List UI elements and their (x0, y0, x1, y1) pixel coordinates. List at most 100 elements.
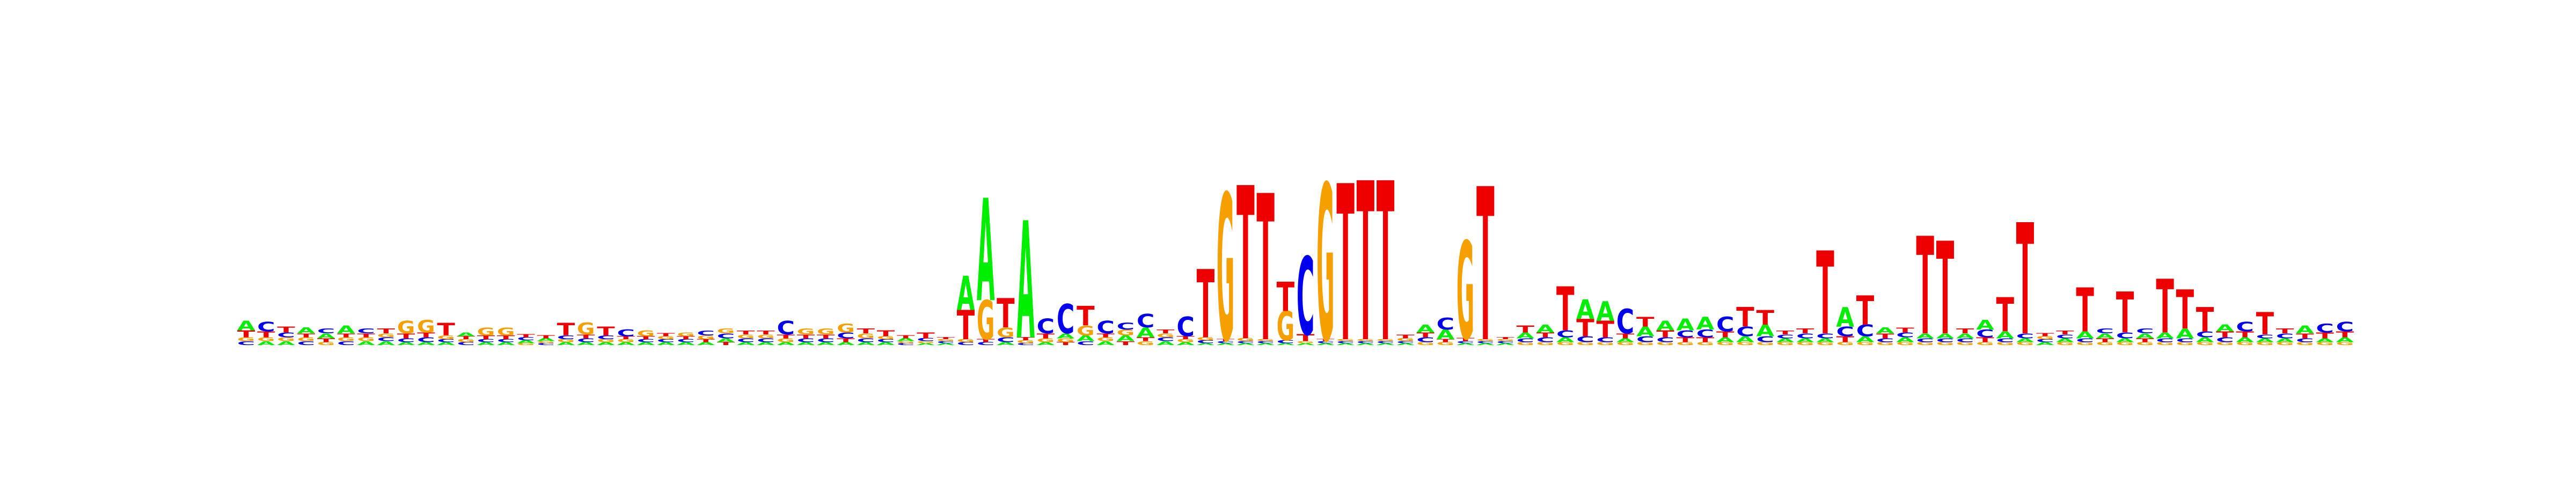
logo-letter-t: T (1277, 274, 1295, 320)
logo-letter-g: G (2216, 341, 2234, 346)
logo-letter-a: A (397, 341, 415, 346)
logo-letter-a: A (257, 340, 275, 346)
logo-letter-t: T (237, 328, 255, 339)
logo-letter-a: A (897, 338, 915, 342)
logo-letter-c: C (1896, 331, 1914, 339)
logo-letter-a: A (297, 326, 316, 335)
logo-letter-a: A (1197, 342, 1215, 346)
logo-letter-c: C (1716, 313, 1735, 336)
logo-letter-g: G (657, 335, 675, 340)
logo-letter-c: C (2216, 336, 2234, 344)
logo-letter-c: C (837, 331, 855, 341)
logo-letter-g: G (1757, 341, 1775, 346)
logo-letter-g: G (2256, 341, 2274, 346)
logo-letter-g: G (1277, 304, 1295, 350)
logo-letter-c: C (997, 336, 1015, 344)
logo-letter-c: C (1416, 336, 1435, 344)
logo-letter-a: A (497, 341, 515, 346)
logo-letter-c: C (2016, 332, 2035, 340)
logo-letter-g: G (1656, 341, 1674, 346)
logo-letter-t: T (997, 290, 1015, 337)
logo-letter-c: C (377, 336, 396, 342)
logo-letter-t: T (817, 333, 835, 340)
logo-letter-c: C (297, 340, 316, 347)
logo-letter-c: C (1197, 340, 1215, 345)
logo-letter-g: G (737, 333, 755, 340)
logo-letter-a: A (2276, 338, 2294, 343)
logo-letter-g: G (2316, 341, 2334, 346)
logo-letter-t: T (777, 333, 795, 340)
logo-letter-t: T (2076, 276, 2094, 346)
logo-letter-g: G (1856, 341, 1875, 346)
logo-letter-g: G (297, 336, 316, 343)
logo-letter-g: G (2196, 341, 2214, 346)
logo-letter-c: C (637, 339, 655, 343)
logo-letter-a: A (1616, 338, 1635, 343)
logo-letter-g: G (2156, 341, 2174, 346)
logo-letter-c: C (1677, 329, 1695, 340)
logo-letter-c: C (2156, 337, 2174, 343)
logo-letter-a: A (837, 341, 855, 346)
logo-letter-g: G (1816, 341, 1834, 346)
logo-letter-g: G (1916, 341, 1934, 346)
logo-letter-c: C (1996, 337, 2014, 343)
logo-letter-g: G (257, 336, 275, 343)
logo-letter-a: A (1457, 342, 1475, 346)
logo-letter-t: T (1437, 339, 1455, 343)
logo-letter-a: A (1956, 332, 1974, 340)
logo-letter-a: A (237, 318, 255, 334)
logo-letter-t: T (277, 325, 295, 334)
logo-letter-c: C (2056, 333, 2074, 340)
logo-letter-g: G (1876, 341, 1894, 346)
logo-letter-c: C (1636, 335, 1655, 345)
logo-letter-a: A (1437, 327, 1455, 343)
logo-letter-c: C (617, 328, 635, 339)
logo-letter-a: A (477, 341, 495, 346)
logo-letter-a: A (1377, 342, 1395, 346)
logo-letter-c: C (1277, 340, 1295, 345)
logo-letter-c: C (1077, 340, 1095, 347)
logo-letter-t: T (1916, 210, 1934, 365)
logo-letter-g: G (237, 336, 255, 343)
logo-letter-c: C (417, 336, 435, 344)
logo-letter-t: T (1316, 339, 1335, 342)
logo-letter-g: G (1357, 339, 1375, 342)
logo-letter-t: T (2156, 265, 2174, 350)
logo-letter-c: C (1616, 302, 1635, 341)
logo-letter-a: A (357, 340, 375, 346)
logo-letter-g: G (1336, 339, 1355, 342)
logo-letter-a: A (617, 341, 635, 346)
logo-letter-g: G (1996, 341, 2014, 346)
logo-letter-g: G (2176, 341, 2194, 346)
logo-letter-a: A (2236, 336, 2254, 344)
logo-letter-t: T (437, 319, 455, 339)
logo-letter-c: C (1816, 332, 1834, 340)
logo-letter-a: A (2056, 338, 2074, 343)
logo-letter-g: G (977, 289, 995, 352)
logo-letter-g: G (917, 341, 935, 344)
logo-letter-g: G (2136, 341, 2154, 346)
logo-letter-g: G (2236, 341, 2254, 346)
logo-letter-a: A (2336, 336, 2354, 344)
